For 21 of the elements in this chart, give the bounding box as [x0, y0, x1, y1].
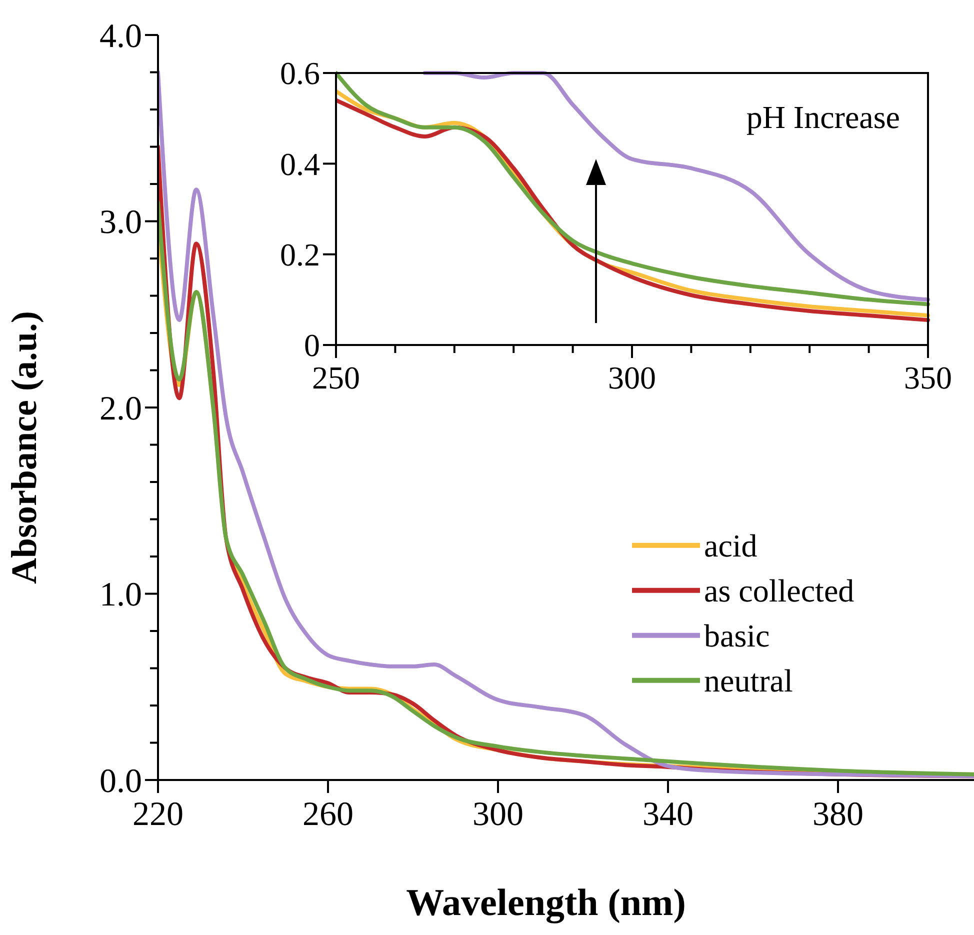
line-series [422, 71, 930, 302]
annotation: pH Increase [746, 99, 900, 135]
y-tick-label: 0.6 [280, 55, 320, 92]
legend-label: acid [704, 528, 758, 564]
x-tick-label: 350 [904, 360, 952, 396]
x-tick-label: 300 [472, 796, 524, 834]
legend-label: as collected [704, 572, 854, 609]
y-tick-label: 4.0 [100, 18, 142, 55]
x-tick-label: 300 [608, 360, 656, 396]
y-tick-label: 2.0 [100, 390, 142, 428]
legend-label: basic [704, 618, 770, 654]
y-tick-label: 3.0 [100, 204, 142, 242]
y-tick-label: 1.0 [100, 576, 142, 614]
y-tick-label: 0.2 [280, 236, 320, 273]
x-axis-title: Wavelength (nm) [406, 882, 686, 924]
x-tick-label: 380 [812, 796, 864, 834]
y-axis-title: Absorbance (a.u.) [4, 310, 44, 584]
x-tick-label: 260 [302, 796, 354, 834]
legend-label: neutral [704, 662, 793, 699]
x-tick-label: 340 [642, 796, 694, 834]
y-tick-label: 0.4 [280, 146, 320, 182]
